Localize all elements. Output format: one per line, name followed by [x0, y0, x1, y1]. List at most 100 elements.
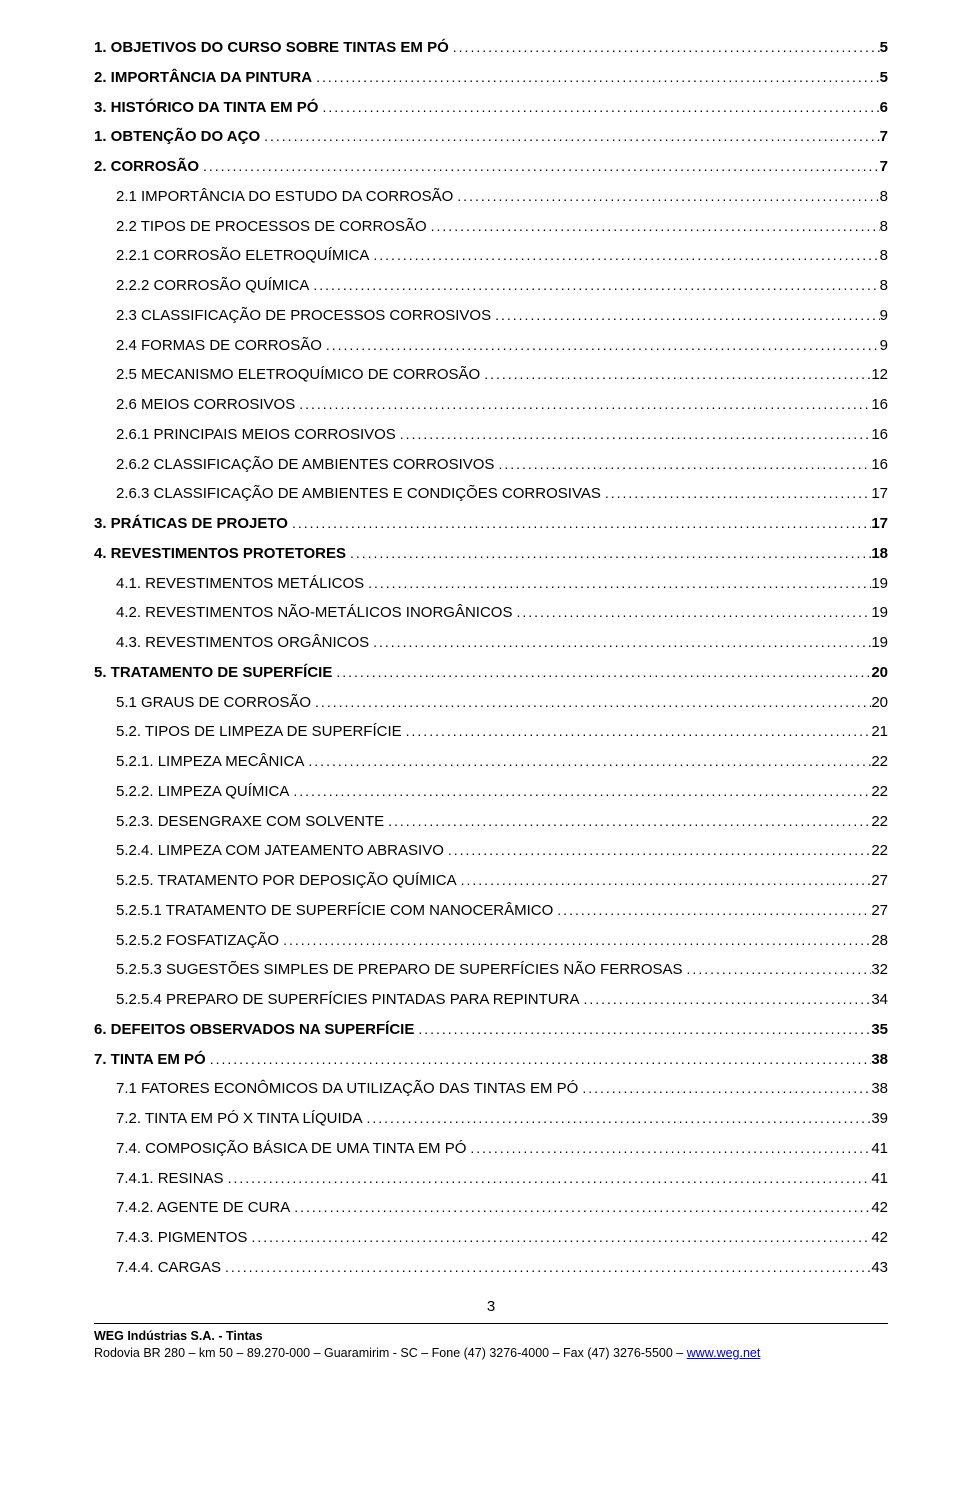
toc-entry-label: 5.2.3. DESENGRAXE COM SOLVENTE	[116, 812, 384, 832]
toc-entry-page: 27	[871, 871, 888, 891]
footer-company: WEG Indústrias S.A. - Tintas	[94, 1328, 888, 1345]
toc-leader-dots: ........................................…	[364, 574, 871, 593]
toc-leader-dots: ........................................…	[414, 1020, 871, 1039]
toc-entry: 2. CORROSÃO.............................…	[94, 157, 888, 177]
toc-entry: 7.4.1. RESINAS..........................…	[94, 1169, 888, 1189]
toc-entry-page: 28	[871, 931, 888, 951]
toc-entry: 3. PRÁTICAS DE PROJETO..................…	[94, 514, 888, 534]
toc-entry: 5.2.5. TRATAMENTO POR DEPOSIÇÃO QUÍMICA.…	[94, 871, 888, 891]
toc-entry-label: 2.2 TIPOS DE PROCESSOS DE CORROSÃO	[116, 217, 427, 237]
toc-entry-label: 7.4.2. AGENTE DE CURA	[116, 1198, 290, 1218]
toc-entry-label: 6. DEFEITOS OBSERVADOS NA SUPERFÍCIE	[94, 1020, 414, 1040]
toc-entry-page: 22	[871, 752, 888, 772]
toc-entry-page: 6	[880, 98, 888, 118]
page-footer: WEG Indústrias S.A. - Tintas Rodovia BR …	[94, 1323, 888, 1362]
toc-leader-dots: ........................................…	[260, 127, 880, 146]
toc-entry: 5.2.3. DESENGRAXE COM SOLVENTE..........…	[94, 812, 888, 832]
toc-leader-dots: ........................................…	[221, 1258, 871, 1277]
toc-leader-dots: ........................................…	[466, 1139, 871, 1158]
toc-entry: 4.1. REVESTIMENTOS METÁLICOS............…	[94, 574, 888, 594]
toc-entry-page: 22	[871, 782, 888, 802]
toc-leader-dots: ........................................…	[290, 1198, 871, 1217]
toc-entry: 1. OBTENÇÃO DO AÇO......................…	[94, 127, 888, 147]
toc-entry-page: 20	[871, 693, 888, 713]
footer-address-line: Rodovia BR 280 – km 50 – 89.270-000 – Gu…	[94, 1345, 888, 1362]
toc-leader-dots: ........................................…	[402, 722, 872, 741]
toc-entry-label: 7.1 FATORES ECONÔMICOS DA UTILIZAÇÃO DAS…	[116, 1079, 578, 1099]
toc-entry-label: 2.4 FORMAS DE CORROSÃO	[116, 336, 322, 356]
toc-entry-label: 2.6.2 CLASSIFICAÇÃO DE AMBIENTES CORROSI…	[116, 455, 494, 475]
toc-entry-label: 4.1. REVESTIMENTOS METÁLICOS	[116, 574, 364, 594]
toc-entry: 2.6 MEIOS CORROSIVOS....................…	[94, 395, 888, 415]
toc-entry-page: 20	[871, 663, 888, 683]
toc-leader-dots: ........................................…	[601, 484, 871, 503]
toc-entry: 2.2.2 CORROSÃO QUÍMICA..................…	[94, 276, 888, 296]
toc-entry: 4. REVESTIMENTOS PROTETORES.............…	[94, 544, 888, 564]
toc-entry-label: 5.2.5.2 FOSFATIZAÇÃO	[116, 931, 279, 951]
toc-entry-label: 5.2.1. LIMPEZA MECÂNICA	[116, 752, 304, 772]
toc-leader-dots: ........................................…	[304, 752, 871, 771]
toc-entry-page: 32	[871, 960, 888, 980]
toc-entry-label: 5.2.5. TRATAMENTO POR DEPOSIÇÃO QUÍMICA	[116, 871, 457, 891]
toc-entry: 5. TRATAMENTO DE SUPERFÍCIE.............…	[94, 663, 888, 683]
toc-entry-label: 2.5 MECANISMO ELETROQUÍMICO DE CORROSÃO	[116, 365, 480, 385]
toc-leader-dots: ........................................…	[206, 1050, 872, 1069]
toc-entry: 5.2.4. LIMPEZA COM JATEAMENTO ABRASIVO..…	[94, 841, 888, 861]
toc-entry-label: 5.2.5.1 TRATAMENTO DE SUPERFÍCIE COM NAN…	[116, 901, 553, 921]
footer-address: Rodovia BR 280 – km 50 – 89.270-000 – Gu…	[94, 1346, 687, 1360]
toc-entry: 5.2.5.2 FOSFATIZAÇÃO....................…	[94, 931, 888, 951]
toc-entry-label: 2.2.1 CORROSÃO ELETROQUÍMICA	[116, 246, 369, 266]
toc-leader-dots: ........................................…	[444, 841, 871, 860]
toc-entry: 2.4 FORMAS DE CORROSÃO..................…	[94, 336, 888, 356]
toc-entry: 7.2. TINTA EM PÓ X TINTA LÍQUIDA........…	[94, 1109, 888, 1129]
page-number: 3	[94, 1298, 888, 1315]
toc-entry-page: 42	[871, 1198, 888, 1218]
toc-leader-dots: ........................................…	[332, 663, 871, 682]
toc-entry-label: 2. CORROSÃO	[94, 157, 199, 177]
toc-leader-dots: ........................................…	[683, 960, 872, 979]
toc-leader-dots: ........................................…	[480, 365, 871, 384]
toc-leader-dots: ........................................…	[491, 306, 880, 325]
toc-entry-label: 7. TINTA EM PÓ	[94, 1050, 206, 1070]
toc-entry-label: 7.4.3. PIGMENTOS	[116, 1228, 247, 1248]
toc-entry: 2.6.2 CLASSIFICAÇÃO DE AMBIENTES CORROSI…	[94, 455, 888, 475]
toc-entry-label: 4. REVESTIMENTOS PROTETORES	[94, 544, 346, 564]
toc-leader-dots: ........................................…	[494, 455, 871, 474]
toc-entry-page: 39	[871, 1109, 888, 1129]
toc-entry: 5.2.2. LIMPEZA QUÍMICA..................…	[94, 782, 888, 802]
toc-entry: 2.6.3 CLASSIFICAÇÃO DE AMBIENTES E CONDI…	[94, 484, 888, 504]
toc-leader-dots: ........................................…	[578, 1079, 871, 1098]
toc-leader-dots: ........................................…	[384, 812, 871, 831]
toc-entry: 4.2. REVESTIMENTOS NÃO-METÁLICOS INORGÂN…	[94, 603, 888, 623]
toc-leader-dots: ........................................…	[295, 395, 871, 414]
toc-entry-page: 42	[871, 1228, 888, 1248]
toc-entry-page: 27	[871, 901, 888, 921]
toc-entry: 7.4.3. PIGMENTOS........................…	[94, 1228, 888, 1248]
toc-entry: 2.2.1 CORROSÃO ELETROQUÍMICA............…	[94, 246, 888, 266]
toc-entry-page: 17	[871, 484, 888, 504]
toc-leader-dots: ........................................…	[199, 157, 880, 176]
toc-leader-dots: ........................................…	[247, 1228, 871, 1247]
toc-leader-dots: ........................................…	[318, 98, 879, 117]
toc-entry-page: 38	[871, 1079, 888, 1099]
toc-entry-label: 2.6 MEIOS CORROSIVOS	[116, 395, 295, 415]
toc-leader-dots: ........................................…	[457, 871, 872, 890]
toc-entry-label: 1. OBTENÇÃO DO AÇO	[94, 127, 260, 147]
toc-entry-page: 12	[871, 365, 888, 385]
toc-entry: 4.3. REVESTIMENTOS ORGÂNICOS............…	[94, 633, 888, 653]
toc-leader-dots: ........................................…	[279, 931, 871, 950]
toc-entry-label: 7.2. TINTA EM PÓ X TINTA LÍQUIDA	[116, 1109, 362, 1129]
toc-entry-label: 5. TRATAMENTO DE SUPERFÍCIE	[94, 663, 332, 683]
toc-entry: 5.2. TIPOS DE LIMPEZA DE SUPERFÍCIE.....…	[94, 722, 888, 742]
toc-leader-dots: ........................................…	[579, 990, 871, 1009]
footer-link[interactable]: www.weg.net	[687, 1346, 761, 1360]
toc-entry: 7.4.2. AGENTE DE CURA...................…	[94, 1198, 888, 1218]
toc-leader-dots: ........................................…	[369, 633, 871, 652]
toc-entry-label: 4.2. REVESTIMENTOS NÃO-METÁLICOS INORGÂN…	[116, 603, 512, 623]
toc-entry-page: 21	[871, 722, 888, 742]
toc-entry-page: 5	[880, 68, 888, 88]
toc-entry-label: 4.3. REVESTIMENTOS ORGÂNICOS	[116, 633, 369, 653]
toc-entry-page: 17	[871, 514, 888, 534]
toc-entry-label: 2.6.1 PRINCIPAIS MEIOS CORROSIVOS	[116, 425, 396, 445]
toc-entry-label: 5.2.2. LIMPEZA QUÍMICA	[116, 782, 289, 802]
